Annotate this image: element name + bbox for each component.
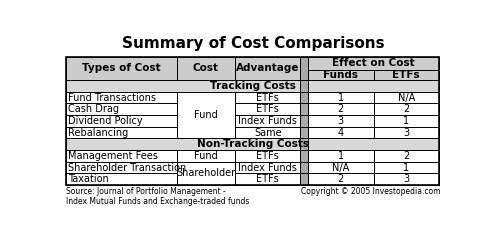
Bar (374, 150, 439, 162)
Text: Types of Cost: Types of Cost (82, 63, 161, 74)
Bar (374, 173, 439, 185)
Text: Taxation: Taxation (68, 174, 109, 184)
Bar (374, 115, 439, 127)
Text: 3: 3 (338, 116, 344, 126)
Bar (374, 103, 439, 115)
Bar (66, 80, 439, 92)
Bar (300, 173, 308, 185)
Text: Funds: Funds (323, 70, 358, 80)
Bar (300, 103, 308, 115)
Text: 4: 4 (338, 128, 344, 137)
Bar (66, 162, 177, 173)
Text: ETFs: ETFs (256, 104, 279, 114)
Bar (300, 92, 308, 103)
Text: Shareholder: Shareholder (176, 168, 236, 178)
Text: Same: Same (254, 128, 282, 137)
Bar (235, 103, 300, 115)
Bar (66, 127, 177, 138)
Bar (177, 57, 235, 80)
Bar (66, 115, 177, 127)
Bar (235, 173, 300, 185)
Text: Rebalancing: Rebalancing (68, 128, 129, 137)
Text: Fund: Fund (194, 151, 218, 161)
Bar (235, 115, 300, 127)
Bar (66, 57, 439, 185)
Bar (300, 150, 308, 162)
Bar (177, 162, 235, 185)
Bar (374, 92, 439, 103)
Text: Copyright © 2005 Investopedia.com: Copyright © 2005 Investopedia.com (301, 187, 441, 196)
Text: Tracking Costs: Tracking Costs (210, 81, 296, 91)
Text: 3: 3 (403, 174, 409, 184)
Bar (374, 70, 439, 80)
Text: Non-Tracking Costs: Non-Tracking Costs (197, 139, 309, 149)
Bar (374, 162, 439, 173)
Text: ETFs: ETFs (256, 174, 279, 184)
Bar (300, 80, 308, 92)
Bar (300, 138, 308, 150)
Text: Fund Transactions: Fund Transactions (68, 93, 156, 103)
Bar (235, 150, 300, 162)
Text: Fund: Fund (194, 110, 218, 120)
Bar (66, 57, 177, 80)
Bar (300, 57, 308, 80)
Bar (308, 103, 374, 115)
Text: Dividend Policy: Dividend Policy (68, 116, 143, 126)
Bar (235, 127, 300, 138)
Text: ETFs: ETFs (256, 93, 279, 103)
Bar (177, 150, 235, 162)
Text: 1: 1 (338, 93, 344, 103)
Text: 3: 3 (403, 128, 409, 137)
Text: Cash Drag: Cash Drag (68, 104, 119, 114)
Text: Advantage: Advantage (236, 63, 299, 74)
Bar (66, 92, 177, 103)
Text: Cost: Cost (193, 63, 219, 74)
Text: 1: 1 (338, 151, 344, 161)
Bar (300, 127, 308, 138)
Bar (66, 138, 439, 150)
Bar (308, 92, 374, 103)
Text: 2: 2 (338, 104, 344, 114)
Bar (235, 57, 300, 80)
Text: 2: 2 (403, 151, 409, 161)
Bar (308, 127, 374, 138)
Bar (308, 57, 439, 70)
Bar (66, 103, 177, 115)
Text: Summary of Cost Comparisons: Summary of Cost Comparisons (122, 36, 385, 51)
Text: 1: 1 (403, 162, 409, 172)
Bar (66, 173, 177, 185)
Bar (374, 127, 439, 138)
Text: N/A: N/A (397, 93, 415, 103)
Bar (235, 162, 300, 173)
Bar (300, 115, 308, 127)
Text: N/A: N/A (332, 162, 349, 172)
Bar (300, 162, 308, 173)
Bar (308, 173, 374, 185)
Text: ETFs: ETFs (393, 70, 420, 80)
Text: Index Funds: Index Funds (238, 116, 297, 126)
Text: Effect on Cost: Effect on Cost (332, 58, 415, 68)
Bar (308, 70, 374, 80)
Text: Source: Journal of Portfolio Management -
Index Mutual Funds and Exchange-traded: Source: Journal of Portfolio Management … (66, 187, 250, 206)
Text: Index Funds: Index Funds (238, 162, 297, 172)
Text: 2: 2 (338, 174, 344, 184)
Bar (235, 92, 300, 103)
Text: 1: 1 (403, 116, 409, 126)
Text: Management Fees: Management Fees (68, 151, 158, 161)
Bar (66, 150, 177, 162)
Bar (177, 92, 235, 138)
Text: 2: 2 (403, 104, 409, 114)
Bar (300, 57, 308, 185)
Text: ETFs: ETFs (256, 151, 279, 161)
Bar (308, 115, 374, 127)
Bar (308, 150, 374, 162)
Text: Shareholder Transaction: Shareholder Transaction (68, 162, 187, 172)
Bar (308, 162, 374, 173)
